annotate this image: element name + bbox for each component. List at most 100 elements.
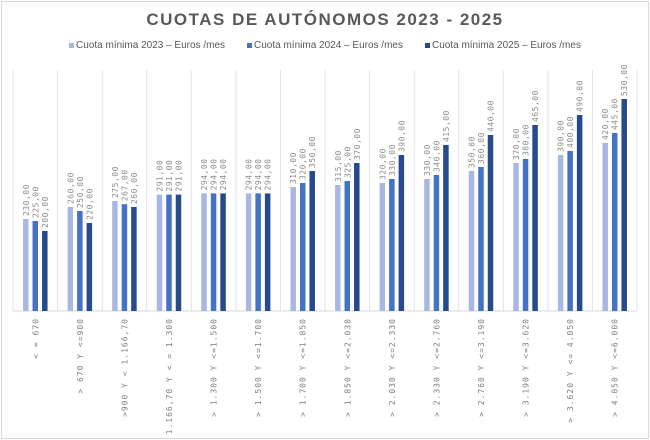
legend-label: Cuota mínima 2023 – Euros /mes <box>76 40 226 51</box>
x-tick-label: > 1.700 Y <=1.850 <box>299 318 308 417</box>
bar <box>335 185 341 311</box>
data-label: 325,00 <box>343 146 352 178</box>
data-label: 200,00 <box>41 196 50 228</box>
data-label: 530,00 <box>620 64 629 96</box>
bar <box>309 171 315 311</box>
bar <box>379 183 386 311</box>
bar <box>602 143 608 311</box>
data-label: 291,00 <box>165 160 174 192</box>
x-tick-label: > 1.500 Y <=1.700 <box>254 318 263 417</box>
x-tick-label: > 670 Y <=900 <box>76 318 85 394</box>
data-label: 440,00 <box>487 100 496 132</box>
bar <box>220 193 226 311</box>
bar <box>398 155 405 311</box>
x-tick-label: >900 Y < 1.166,70 <box>120 318 129 417</box>
bar <box>557 155 564 311</box>
bar <box>121 204 128 311</box>
data-label: 275,00 <box>111 166 120 198</box>
bar <box>156 194 163 311</box>
bar <box>424 179 430 311</box>
legend-item-2025: Cuota mínima 2025 – Euros /mes <box>424 40 581 51</box>
legend-swatch <box>247 43 253 48</box>
x-tick-label: > 2.030 Y <=2.330 <box>388 318 397 417</box>
legend-swatch <box>424 43 430 48</box>
data-label: 294,00 <box>200 158 209 190</box>
x-tick-label: > 1.850 Y <=2.030 <box>343 318 352 417</box>
data-label: 390,00 <box>397 120 406 152</box>
data-label: 294,00 <box>245 158 254 190</box>
chart-title: CUOTAS DE AUTÓNOMOS 2023 - 2025 <box>146 10 504 29</box>
data-label: 390,00 <box>557 120 566 152</box>
data-label: 291,00 <box>175 160 184 192</box>
bar <box>42 231 48 311</box>
legend-swatch <box>69 43 75 48</box>
data-label: 320,00 <box>299 148 308 180</box>
data-label: 350,00 <box>308 136 317 168</box>
data-label: 260,00 <box>66 172 75 204</box>
data-label: 220,00 <box>85 188 94 220</box>
bar <box>290 187 296 311</box>
data-label: 330,00 <box>388 144 397 176</box>
bar <box>354 163 360 311</box>
data-label: 260,00 <box>130 172 139 204</box>
bar <box>131 207 137 311</box>
data-label: 340,00 <box>432 140 441 172</box>
data-label: 350,00 <box>468 136 477 168</box>
legend-item-2024: Cuota mínima 2024 – Euros /mes <box>247 40 403 51</box>
data-label: 465,00 <box>531 90 540 122</box>
x-tick-label: < = 670 <box>31 318 40 359</box>
bar <box>255 193 261 311</box>
data-label: 330,00 <box>423 144 432 176</box>
x-tick-label: > 3.190 Y <=3.620 <box>522 318 531 417</box>
data-label: 490,00 <box>576 80 585 112</box>
x-tick-label: > 3.620 Y <= 4.050 <box>566 318 575 423</box>
data-label: 267,00 <box>120 169 129 201</box>
x-tick-label: > 2.760 Y <=3.190 <box>477 318 486 417</box>
x-tick-label: > 4.050 Y <=6.000 <box>611 318 620 417</box>
data-label: 250,00 <box>76 176 85 208</box>
data-label: 291,00 <box>156 160 165 192</box>
bar <box>67 207 74 311</box>
data-label: 370,00 <box>512 128 521 160</box>
data-label: 230,00 <box>22 184 31 216</box>
data-label: 225,00 <box>31 186 40 218</box>
bar <box>576 115 583 311</box>
bar <box>611 133 618 311</box>
bar <box>245 193 252 311</box>
bar <box>86 223 93 311</box>
bar <box>443 145 449 311</box>
bar <box>433 175 440 311</box>
bar <box>389 179 395 311</box>
data-label: 360,00 <box>477 132 486 164</box>
bar <box>210 193 217 311</box>
bar <box>166 194 172 311</box>
data-label: 420,00 <box>601 108 610 140</box>
data-label: 320,00 <box>378 148 387 180</box>
bar <box>77 211 83 311</box>
legend-label: Cuota mínima 2025 – Euros /mes <box>431 40 581 51</box>
data-label: 445,00 <box>611 98 620 130</box>
legend-label: Cuota mínima 2024 – Euros /mes <box>254 40 403 51</box>
bar <box>23 219 29 311</box>
data-label: 294,00 <box>264 158 273 190</box>
bar <box>567 151 573 311</box>
bar <box>299 183 306 311</box>
bar <box>513 163 519 311</box>
bar <box>344 181 351 311</box>
x-tick-label: > 1.300 Y <=1.500 <box>210 318 219 417</box>
bar <box>621 99 627 311</box>
data-label: 294,00 <box>219 158 228 190</box>
bar <box>112 201 118 311</box>
data-label: 315,00 <box>334 150 343 182</box>
data-label: 400,00 <box>566 116 575 148</box>
bar <box>522 159 529 311</box>
bar <box>32 221 39 311</box>
data-label: 370,00 <box>353 128 362 160</box>
data-label: 380,00 <box>522 124 531 156</box>
data-label: 294,00 <box>210 158 219 190</box>
bar <box>487 135 494 311</box>
x-tick-label: > = 1.166,70 Y < = 1.300 <box>165 318 174 440</box>
bar <box>201 193 207 311</box>
bar <box>264 193 271 311</box>
bar <box>532 125 538 311</box>
